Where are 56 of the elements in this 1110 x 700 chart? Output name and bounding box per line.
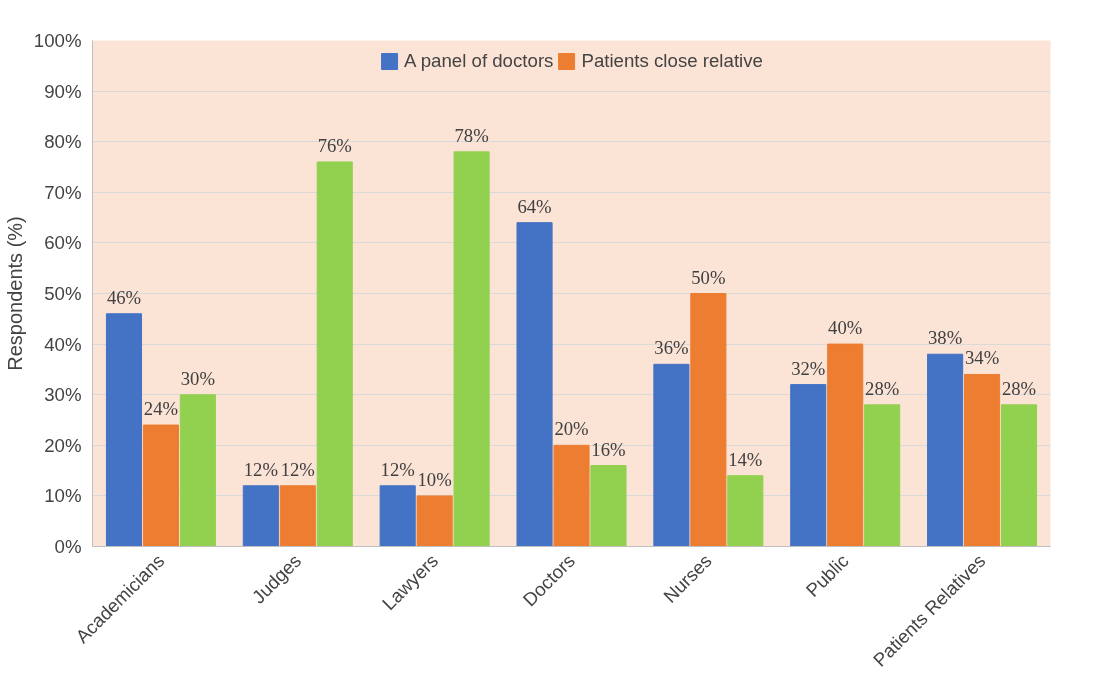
data-label: 16% xyxy=(591,438,626,460)
data-label: 28% xyxy=(1001,377,1037,399)
y-tick-label: 30% xyxy=(44,384,82,406)
data-label: 46% xyxy=(106,286,142,308)
data-label: 12% xyxy=(243,458,278,480)
y-tick-label: 10% xyxy=(44,485,82,507)
bar xyxy=(590,465,627,547)
bar xyxy=(379,485,416,547)
bar xyxy=(316,161,353,547)
bar xyxy=(242,485,279,547)
legend-label: A panel of doctors xyxy=(404,50,554,72)
data-label: 50% xyxy=(691,266,726,288)
y-tick-label: 80% xyxy=(44,131,82,153)
data-label: 36% xyxy=(654,337,689,359)
y-tick-label: 60% xyxy=(44,232,82,254)
data-label: 40% xyxy=(828,317,863,339)
bar xyxy=(827,343,864,547)
bar xyxy=(105,313,143,547)
data-label: 38% xyxy=(928,327,963,349)
data-label: 34% xyxy=(964,347,1000,369)
y-tick-label: 90% xyxy=(44,80,82,102)
data-label: 24% xyxy=(143,398,179,420)
bar xyxy=(790,384,827,547)
y-tick-label: 50% xyxy=(44,283,82,304)
bar xyxy=(927,353,964,547)
bar xyxy=(690,293,727,547)
y-tick-label: 70% xyxy=(44,181,82,203)
legend-label: Patients close relative xyxy=(581,50,763,72)
data-label: 64% xyxy=(517,195,552,217)
bar xyxy=(653,363,690,547)
bar xyxy=(142,424,179,547)
y-axis-title: Respondents (%) xyxy=(3,216,26,371)
data-label: 20% xyxy=(554,418,589,440)
y-tick-label: 100% xyxy=(33,30,82,51)
data-label: 10% xyxy=(417,468,452,490)
bar xyxy=(279,485,316,547)
bar xyxy=(516,222,553,547)
data-label: 12% xyxy=(380,458,415,480)
bar xyxy=(553,444,590,547)
bar xyxy=(727,475,764,547)
y-tick-label: 40% xyxy=(44,333,82,355)
bar xyxy=(964,373,1001,547)
data-label: 28% xyxy=(865,377,900,399)
data-label: 30% xyxy=(180,367,215,389)
bar xyxy=(453,151,490,547)
data-label: 12% xyxy=(280,458,315,480)
data-label: 32% xyxy=(791,357,826,379)
y-tick-label: 0% xyxy=(54,536,82,557)
y-tick-label: 20% xyxy=(44,434,82,456)
bar xyxy=(864,404,901,547)
bar xyxy=(416,495,453,547)
data-label: 76% xyxy=(317,134,352,156)
data-label: 14% xyxy=(728,448,763,470)
bar xyxy=(179,394,216,547)
bar xyxy=(1000,404,1038,547)
data-label: 78% xyxy=(454,124,489,146)
